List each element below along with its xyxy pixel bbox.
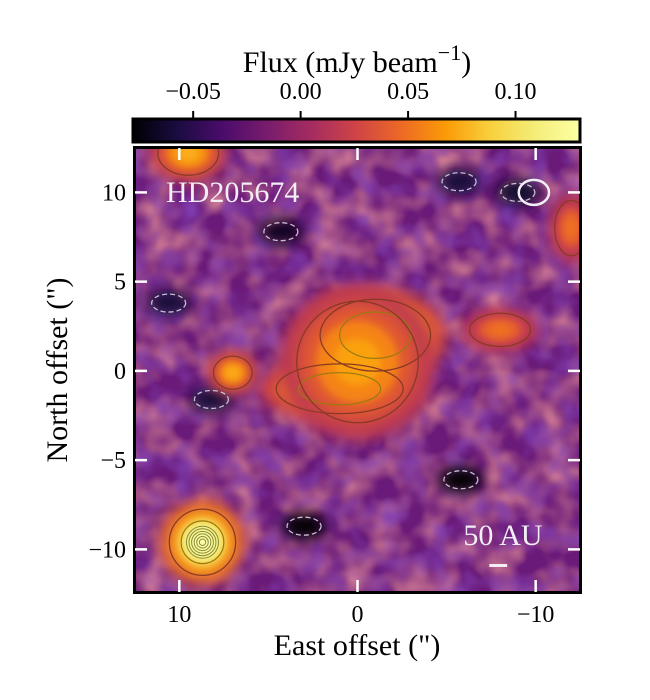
beam-ellipse <box>517 178 551 207</box>
colorbar-ticks: −0.05 0.00 0.05 0.10 <box>165 79 537 119</box>
y-tick-label: −5 <box>100 448 126 474</box>
colorbar-tick-label: 0.00 <box>280 79 322 105</box>
contour-positive <box>185 525 220 559</box>
x-tick-label: −10 <box>517 602 555 628</box>
y-axis-label: North offset (") <box>41 278 74 463</box>
axis-ticks <box>135 148 580 592</box>
map-frame <box>133 146 582 594</box>
y-tick-label: −10 <box>88 537 126 563</box>
axis-tick-labels: 10 0 −10 10 5 0 −5 −10 <box>88 180 554 628</box>
contour-positive <box>339 311 412 359</box>
source-clump-top-left <box>176 148 200 162</box>
colorbar-label-main: Flux (mJy beam <box>243 46 438 79</box>
target-label: HD205674 <box>166 176 299 209</box>
source-clump-right <box>488 323 512 337</box>
contour-positive <box>191 530 214 554</box>
flux-map <box>135 148 580 592</box>
contour-negative <box>286 516 322 536</box>
emission-sources <box>149 148 580 586</box>
colorbar-tick-label: 0.10 <box>495 79 537 105</box>
source-central-disk-bridge <box>333 338 382 386</box>
contour-negative <box>441 172 477 192</box>
contour-positive <box>198 538 207 546</box>
contour-positive <box>212 355 253 390</box>
contour-positive <box>554 199 580 257</box>
contour-positive <box>469 312 532 348</box>
contours <box>150 148 580 577</box>
contour-positive <box>196 535 209 549</box>
x-axis-label: East offset (") <box>274 629 441 662</box>
contour-positive <box>298 372 382 406</box>
contour-negative <box>193 389 230 410</box>
source-clump-far-right <box>564 217 578 239</box>
colorbar-gradient <box>131 117 582 144</box>
source-clump-left <box>225 366 241 380</box>
colorbar-tick-label: −0.05 <box>165 79 221 105</box>
contour-negative <box>500 182 536 203</box>
contour-positive <box>193 533 212 552</box>
contour-positive <box>168 508 237 577</box>
colorbar-label-close: ) <box>461 46 471 79</box>
contour-negative <box>150 293 187 313</box>
source-background-source <box>189 529 216 556</box>
colorbar: −0.05 0.00 0.05 0.10 Flux (mJy beam−1) <box>131 40 582 144</box>
contour-positive <box>188 528 217 557</box>
contour-positive <box>296 300 419 424</box>
x-tick-label: 0 <box>352 602 364 628</box>
x-tick-label: 10 <box>167 602 191 628</box>
scale-bar-label: 50 AU <box>463 519 543 552</box>
contour-positive <box>157 148 220 176</box>
y-tick-label: 5 <box>114 270 126 296</box>
colorbar-tick-label: 0.05 <box>387 79 429 105</box>
y-tick-label: 0 <box>114 359 126 385</box>
colorbar-label: Flux (mJy beam−1) <box>243 40 471 79</box>
colorbar-label-superscript: −1 <box>438 40 461 65</box>
contour-positive <box>180 520 225 565</box>
contour-negative <box>263 222 299 242</box>
y-tick-label: 10 <box>102 180 126 206</box>
contour-negative <box>443 470 479 490</box>
contour-positive <box>275 363 404 415</box>
contour-positive <box>319 298 432 372</box>
